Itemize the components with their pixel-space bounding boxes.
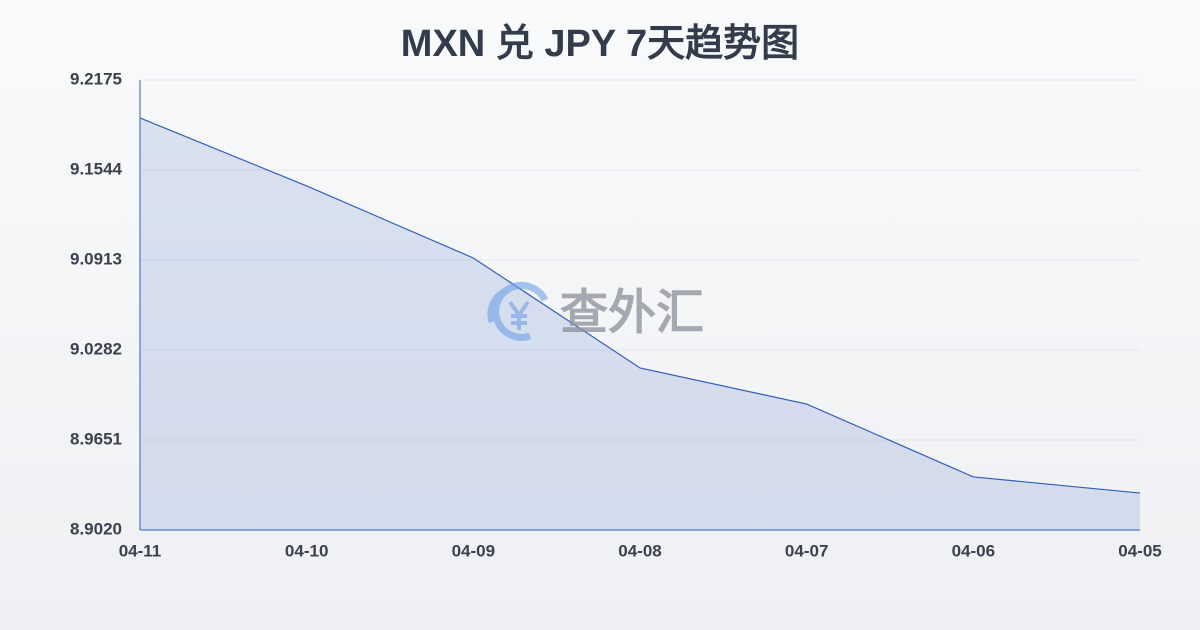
y-tick-label: 8.9020 [70,519,122,538]
x-tick-label: 04-05 [1118,541,1161,560]
plot-area: 8.9020 8.9651 9.0282 9.0913 9.1544 9.2175 04-1… [70,69,1162,560]
x-tick-label: 04-09 [452,541,495,560]
x-tick-label: 04-07 [785,541,828,560]
y-tick-label: 9.1544 [70,159,123,178]
x-tick-label: 04-10 [285,541,328,560]
y-tick-label: 9.2175 [70,69,122,88]
y-tick-label: 8.9651 [70,429,122,448]
icon-arc [487,286,510,324]
chart-title: MXN 兑 JPY 7天趋势图 [401,23,799,65]
y-tick-label: 9.0282 [70,339,122,358]
area-fill [140,117,1140,530]
y-tick-label: 9.0913 [70,249,122,268]
watermark: 查外汇 [560,287,704,340]
line [139,117,1141,494]
x-tick-label: 04-06 [952,541,995,560]
watermark-icon [487,281,549,341]
x-tick-label: 04-08 [618,541,661,560]
icon-yen [508,300,530,330]
x-tick-label: 04-11 [119,541,162,560]
